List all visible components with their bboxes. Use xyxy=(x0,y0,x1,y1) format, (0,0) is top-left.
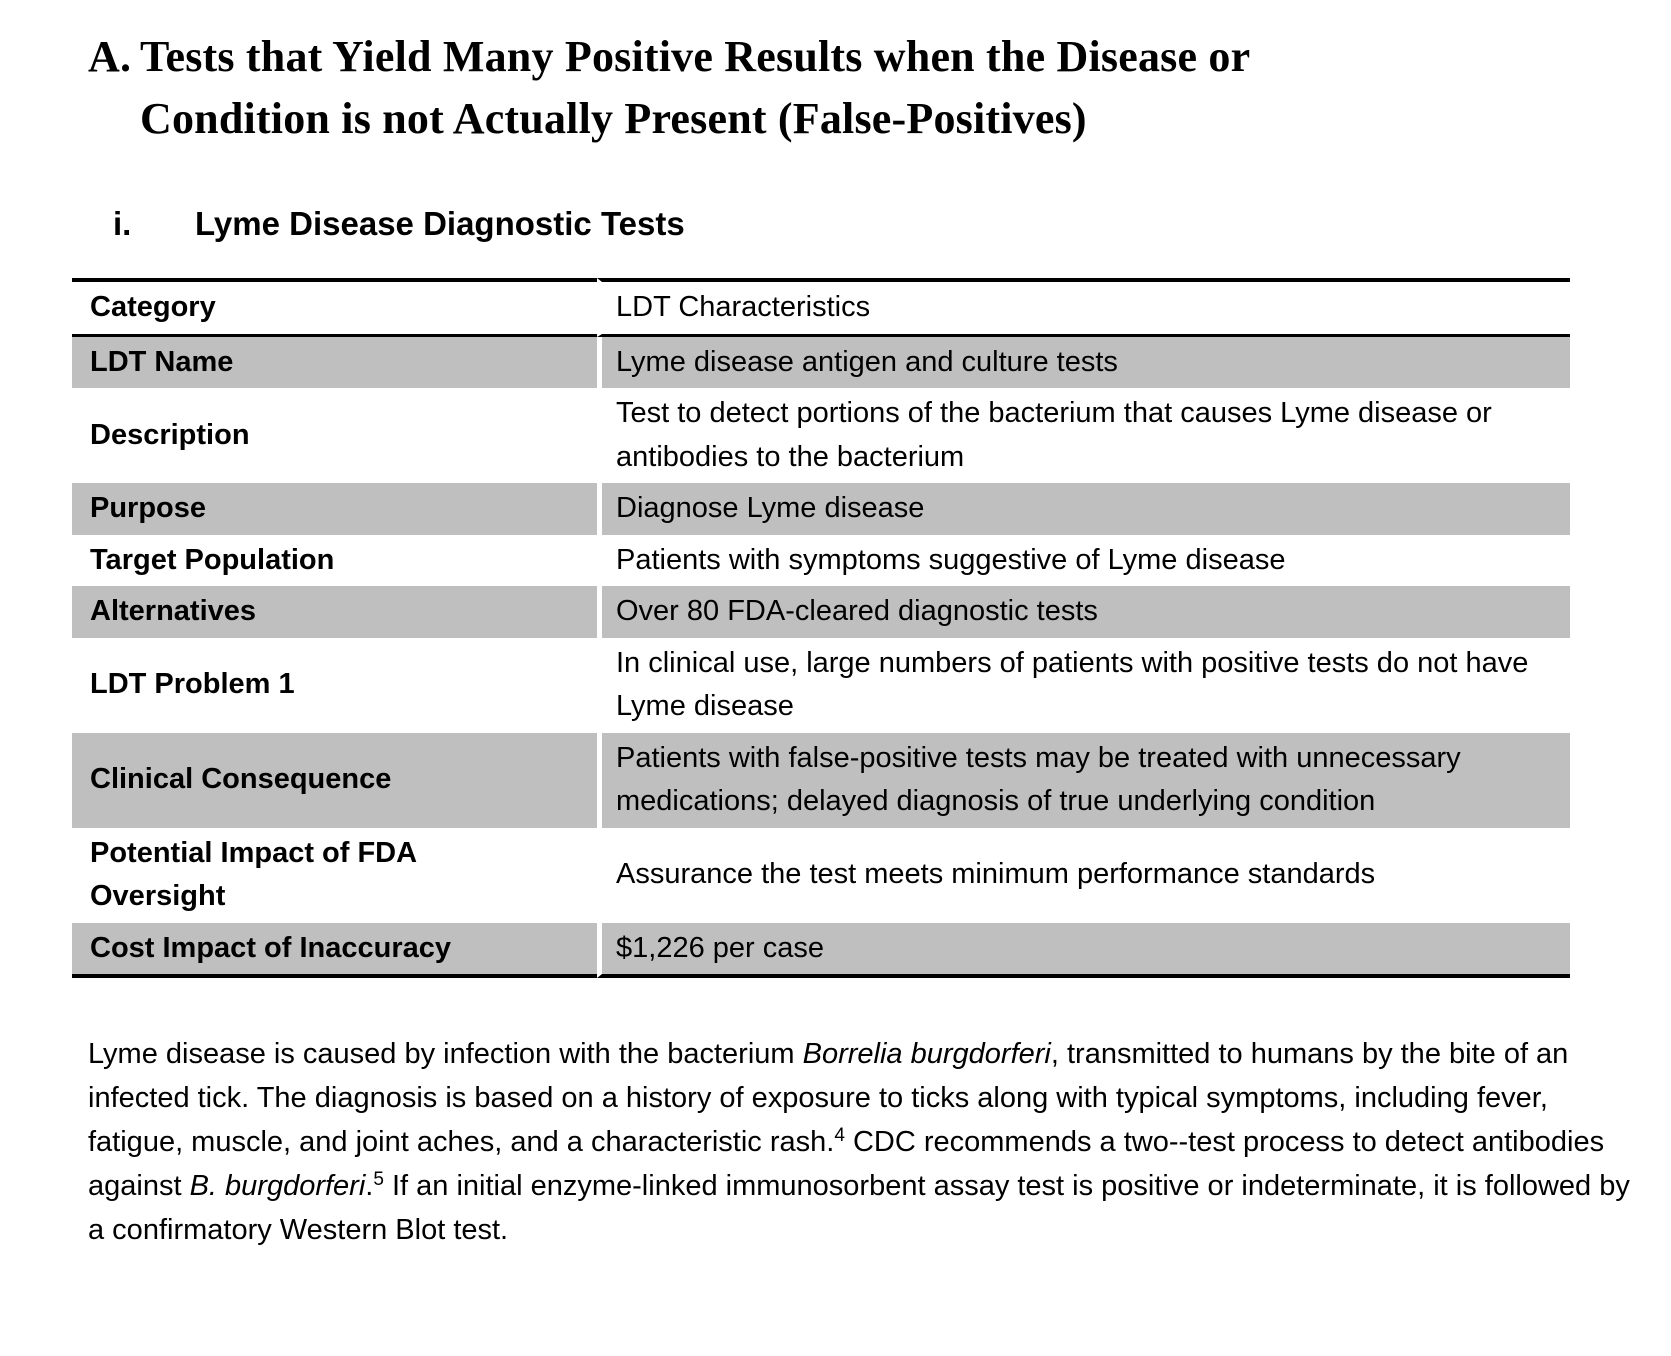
row-category: Target Population xyxy=(90,543,335,576)
row-category: Cost Impact of Inaccuracy xyxy=(72,922,597,978)
subsection-heading-marker: i. xyxy=(113,205,132,242)
row-category: Description xyxy=(90,418,250,451)
column-header-ldt-characteristics: LDT Characteristics xyxy=(597,278,1570,337)
row-value: Over 80 FDA-cleared diagnostic tests xyxy=(597,586,1570,638)
section-heading-line-2: Condition is not Actually Present (False… xyxy=(140,94,1087,143)
row-value: Lyme disease antigen and culture tests xyxy=(597,336,1570,388)
ldt-characteristics-table: Category LDT Characteristics LDT Name Ly… xyxy=(72,278,1570,978)
table-row-target-population: Target Population Patients with symptoms… xyxy=(72,534,1570,586)
table-row-cost-impact-of-inaccuracy: Cost Impact of Inaccuracy $1,226 per cas… xyxy=(72,922,1570,978)
subsection-heading-text: Lyme Disease Diagnostic Tests xyxy=(195,205,685,242)
row-value: In clinical use, large numbers of patien… xyxy=(597,637,1570,733)
body-paragraph: Lyme disease is caused by infection with… xyxy=(88,1032,1633,1252)
table-row-clinical-consequence: Clinical Consequence Patients with false… xyxy=(72,732,1570,828)
paragraph-segment-italic: Borrelia burgdorferi xyxy=(802,1038,1051,1070)
row-category: Purpose xyxy=(72,483,597,535)
row-value: Test to detect portions of the bacterium… xyxy=(597,388,1570,483)
section-heading: A. Tests that Yield Many Positive Result… xyxy=(88,26,1631,150)
section-heading-text: Tests that Yield Many Positive Results w… xyxy=(140,26,1631,150)
table-row-alternatives: Alternatives Over 80 FDA-cleared diagnos… xyxy=(72,586,1570,638)
row-value: Patients with false-positive tests may b… xyxy=(597,732,1570,828)
footnote-reference: 5 xyxy=(373,1168,384,1190)
row-category: Potential Impact of FDA Oversight xyxy=(90,836,416,913)
row-category: Clinical Consequence xyxy=(72,732,597,828)
subsection-heading: i. Lyme Disease Diagnostic Tests xyxy=(113,204,1631,244)
table-row-description: Description Test to detect portions of t… xyxy=(72,388,1570,483)
table-row-purpose: Purpose Diagnose Lyme disease xyxy=(72,483,1570,535)
paragraph-segment-italic: B. burgdorferi xyxy=(189,1170,366,1202)
table-row-ldt-name: LDT Name Lyme disease antigen and cultur… xyxy=(72,336,1570,388)
paragraph-segment: If an initial enzyme-linked immunosorben… xyxy=(88,1170,1630,1246)
table-row-ldt-problem-1: LDT Problem 1 In clinical use, large num… xyxy=(72,637,1570,733)
paragraph-segment: . xyxy=(365,1170,374,1202)
row-category: Alternatives xyxy=(72,586,597,638)
row-value: Assurance the test meets minimum perform… xyxy=(597,827,1570,923)
table-row-potential-impact-of-fda-oversight: Potential Impact of FDA Oversight Assura… xyxy=(72,827,1570,923)
section-heading-line-1: Tests that Yield Many Positive Results w… xyxy=(140,32,1251,81)
paragraph-segment: CDC recommends a two--test process to de… xyxy=(88,1126,1605,1202)
column-header-category: Category xyxy=(72,278,597,337)
row-category: LDT Problem 1 xyxy=(90,668,295,701)
row-category: LDT Name xyxy=(72,336,597,388)
row-value: Patients with symptoms suggestive of Lym… xyxy=(597,534,1570,586)
section-heading-marker: A. xyxy=(88,32,132,81)
paragraph-segment: , transmitted to humans by the bite of a… xyxy=(88,1038,1569,1158)
paragraph-segment: Lyme disease is caused by infection with… xyxy=(88,1038,803,1070)
table-header-row: Category LDT Characteristics xyxy=(72,278,1570,337)
footnote-reference: 4 xyxy=(834,1124,845,1146)
row-value: $1,226 per case xyxy=(597,922,1570,978)
row-value: Diagnose Lyme disease xyxy=(597,483,1570,535)
